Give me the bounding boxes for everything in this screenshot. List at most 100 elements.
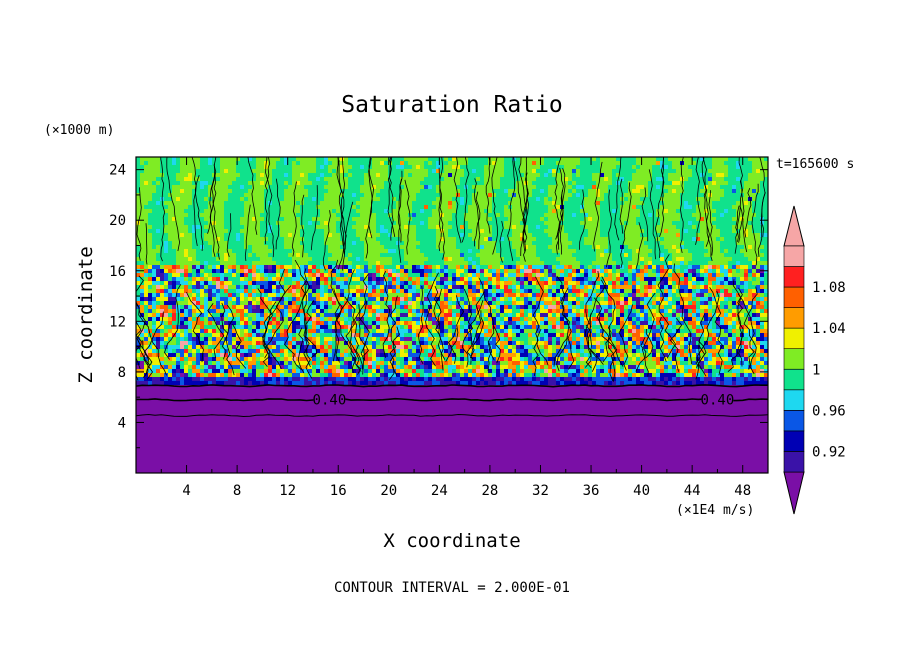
heatmap-cell (596, 257, 601, 262)
heatmap-cell (588, 165, 593, 170)
heatmap-cell (516, 245, 521, 250)
heatmap-cell (712, 261, 717, 266)
heatmap-cell (204, 189, 209, 194)
heatmap-cell (648, 233, 653, 238)
heatmap-cell (596, 205, 601, 210)
heatmap-cell (332, 221, 337, 226)
heatmap-cell (600, 197, 605, 202)
heatmap-cell (272, 201, 277, 206)
heatmap-cell (532, 217, 537, 222)
heatmap-cell (372, 265, 377, 270)
heatmap-cell (220, 221, 225, 226)
heatmap-cell (556, 161, 561, 166)
heatmap-cell (148, 273, 153, 278)
heatmap-cell (496, 201, 501, 206)
heatmap-cell (208, 269, 213, 274)
heatmap-cell (236, 253, 241, 258)
heatmap-cell (236, 193, 241, 198)
heatmap-cell (632, 157, 637, 162)
heatmap-cell (444, 185, 449, 190)
heatmap-cell (164, 189, 169, 194)
heatmap-cell (704, 209, 709, 214)
heatmap-cell (400, 277, 405, 282)
heatmap-cell (168, 185, 173, 190)
heatmap-cell (572, 221, 577, 226)
heatmap-cell (316, 237, 321, 242)
heatmap-cell (408, 225, 413, 230)
heatmap-cell (448, 169, 453, 174)
heatmap-cell (300, 173, 305, 178)
heatmap-cell (384, 245, 389, 250)
heatmap-cell (528, 165, 533, 170)
heatmap-cell (156, 237, 161, 242)
heatmap-cell (544, 193, 549, 198)
heatmap-cell (216, 273, 221, 278)
heatmap-cell (664, 213, 669, 218)
heatmap-cell (640, 241, 645, 246)
heatmap-cell (140, 273, 145, 278)
heatmap-cell (652, 157, 657, 162)
heatmap-cell (240, 281, 245, 286)
heatmap-cell (428, 213, 433, 218)
heatmap-cell (628, 277, 633, 282)
heatmap-cell (252, 277, 257, 282)
heatmap-cell (720, 229, 725, 234)
heatmap-cell (536, 193, 541, 198)
heatmap-cell (152, 241, 157, 246)
heatmap-cell (592, 169, 597, 174)
heatmap-cell (288, 221, 293, 226)
heatmap-cell (720, 189, 725, 194)
heatmap-cell (600, 213, 605, 218)
heatmap-cell (260, 177, 265, 182)
heatmap-cell (332, 257, 337, 262)
heatmap-cell (356, 213, 361, 218)
heatmap-cell (248, 213, 253, 218)
heatmap-cell (144, 213, 149, 218)
heatmap-cell (384, 273, 389, 278)
heatmap-cell (580, 273, 585, 278)
heatmap-cell (196, 237, 201, 242)
heatmap-cell (460, 169, 465, 174)
heatmap-cell (612, 277, 617, 282)
heatmap-cell (576, 189, 581, 194)
heatmap-cell (272, 193, 277, 198)
heatmap-cell (536, 265, 541, 270)
heatmap-cell (188, 213, 193, 218)
heatmap-cell (628, 173, 633, 178)
heatmap-cell (404, 229, 409, 234)
heatmap-cell (336, 253, 341, 258)
heatmap-cell (228, 169, 233, 174)
heatmap-cell (164, 233, 169, 238)
heatmap-cell (372, 165, 377, 170)
heatmap-cell (356, 277, 361, 282)
heatmap-cell (700, 229, 705, 234)
heatmap-cell (416, 261, 421, 266)
heatmap-cell (452, 185, 457, 190)
heatmap-cell (468, 281, 473, 286)
heatmap-cell (624, 257, 629, 262)
heatmap-cell (176, 157, 181, 162)
heatmap-cell (332, 245, 337, 250)
heatmap-cell (392, 161, 397, 166)
heatmap-cell (308, 245, 313, 250)
heatmap-cell (580, 237, 585, 242)
heatmap-cell (200, 185, 205, 190)
heatmap-cell (316, 177, 321, 182)
heatmap-cell (648, 189, 653, 194)
heatmap-cell (324, 221, 329, 226)
heatmap-cell (432, 237, 437, 242)
heatmap-cell (660, 169, 665, 174)
heatmap-cell (688, 165, 693, 170)
heatmap-cell (500, 185, 505, 190)
heatmap-cell (348, 273, 353, 278)
heatmap-cell (684, 189, 689, 194)
heatmap-cell (308, 237, 313, 242)
heatmap-cell (232, 249, 237, 254)
heatmap-cell (580, 241, 585, 246)
heatmap-cell (396, 173, 401, 178)
heatmap-cell (528, 169, 533, 174)
heatmap-cell (748, 253, 753, 258)
heatmap-cell (668, 257, 673, 262)
heatmap-cell (272, 225, 277, 230)
heatmap-cell (376, 177, 381, 182)
